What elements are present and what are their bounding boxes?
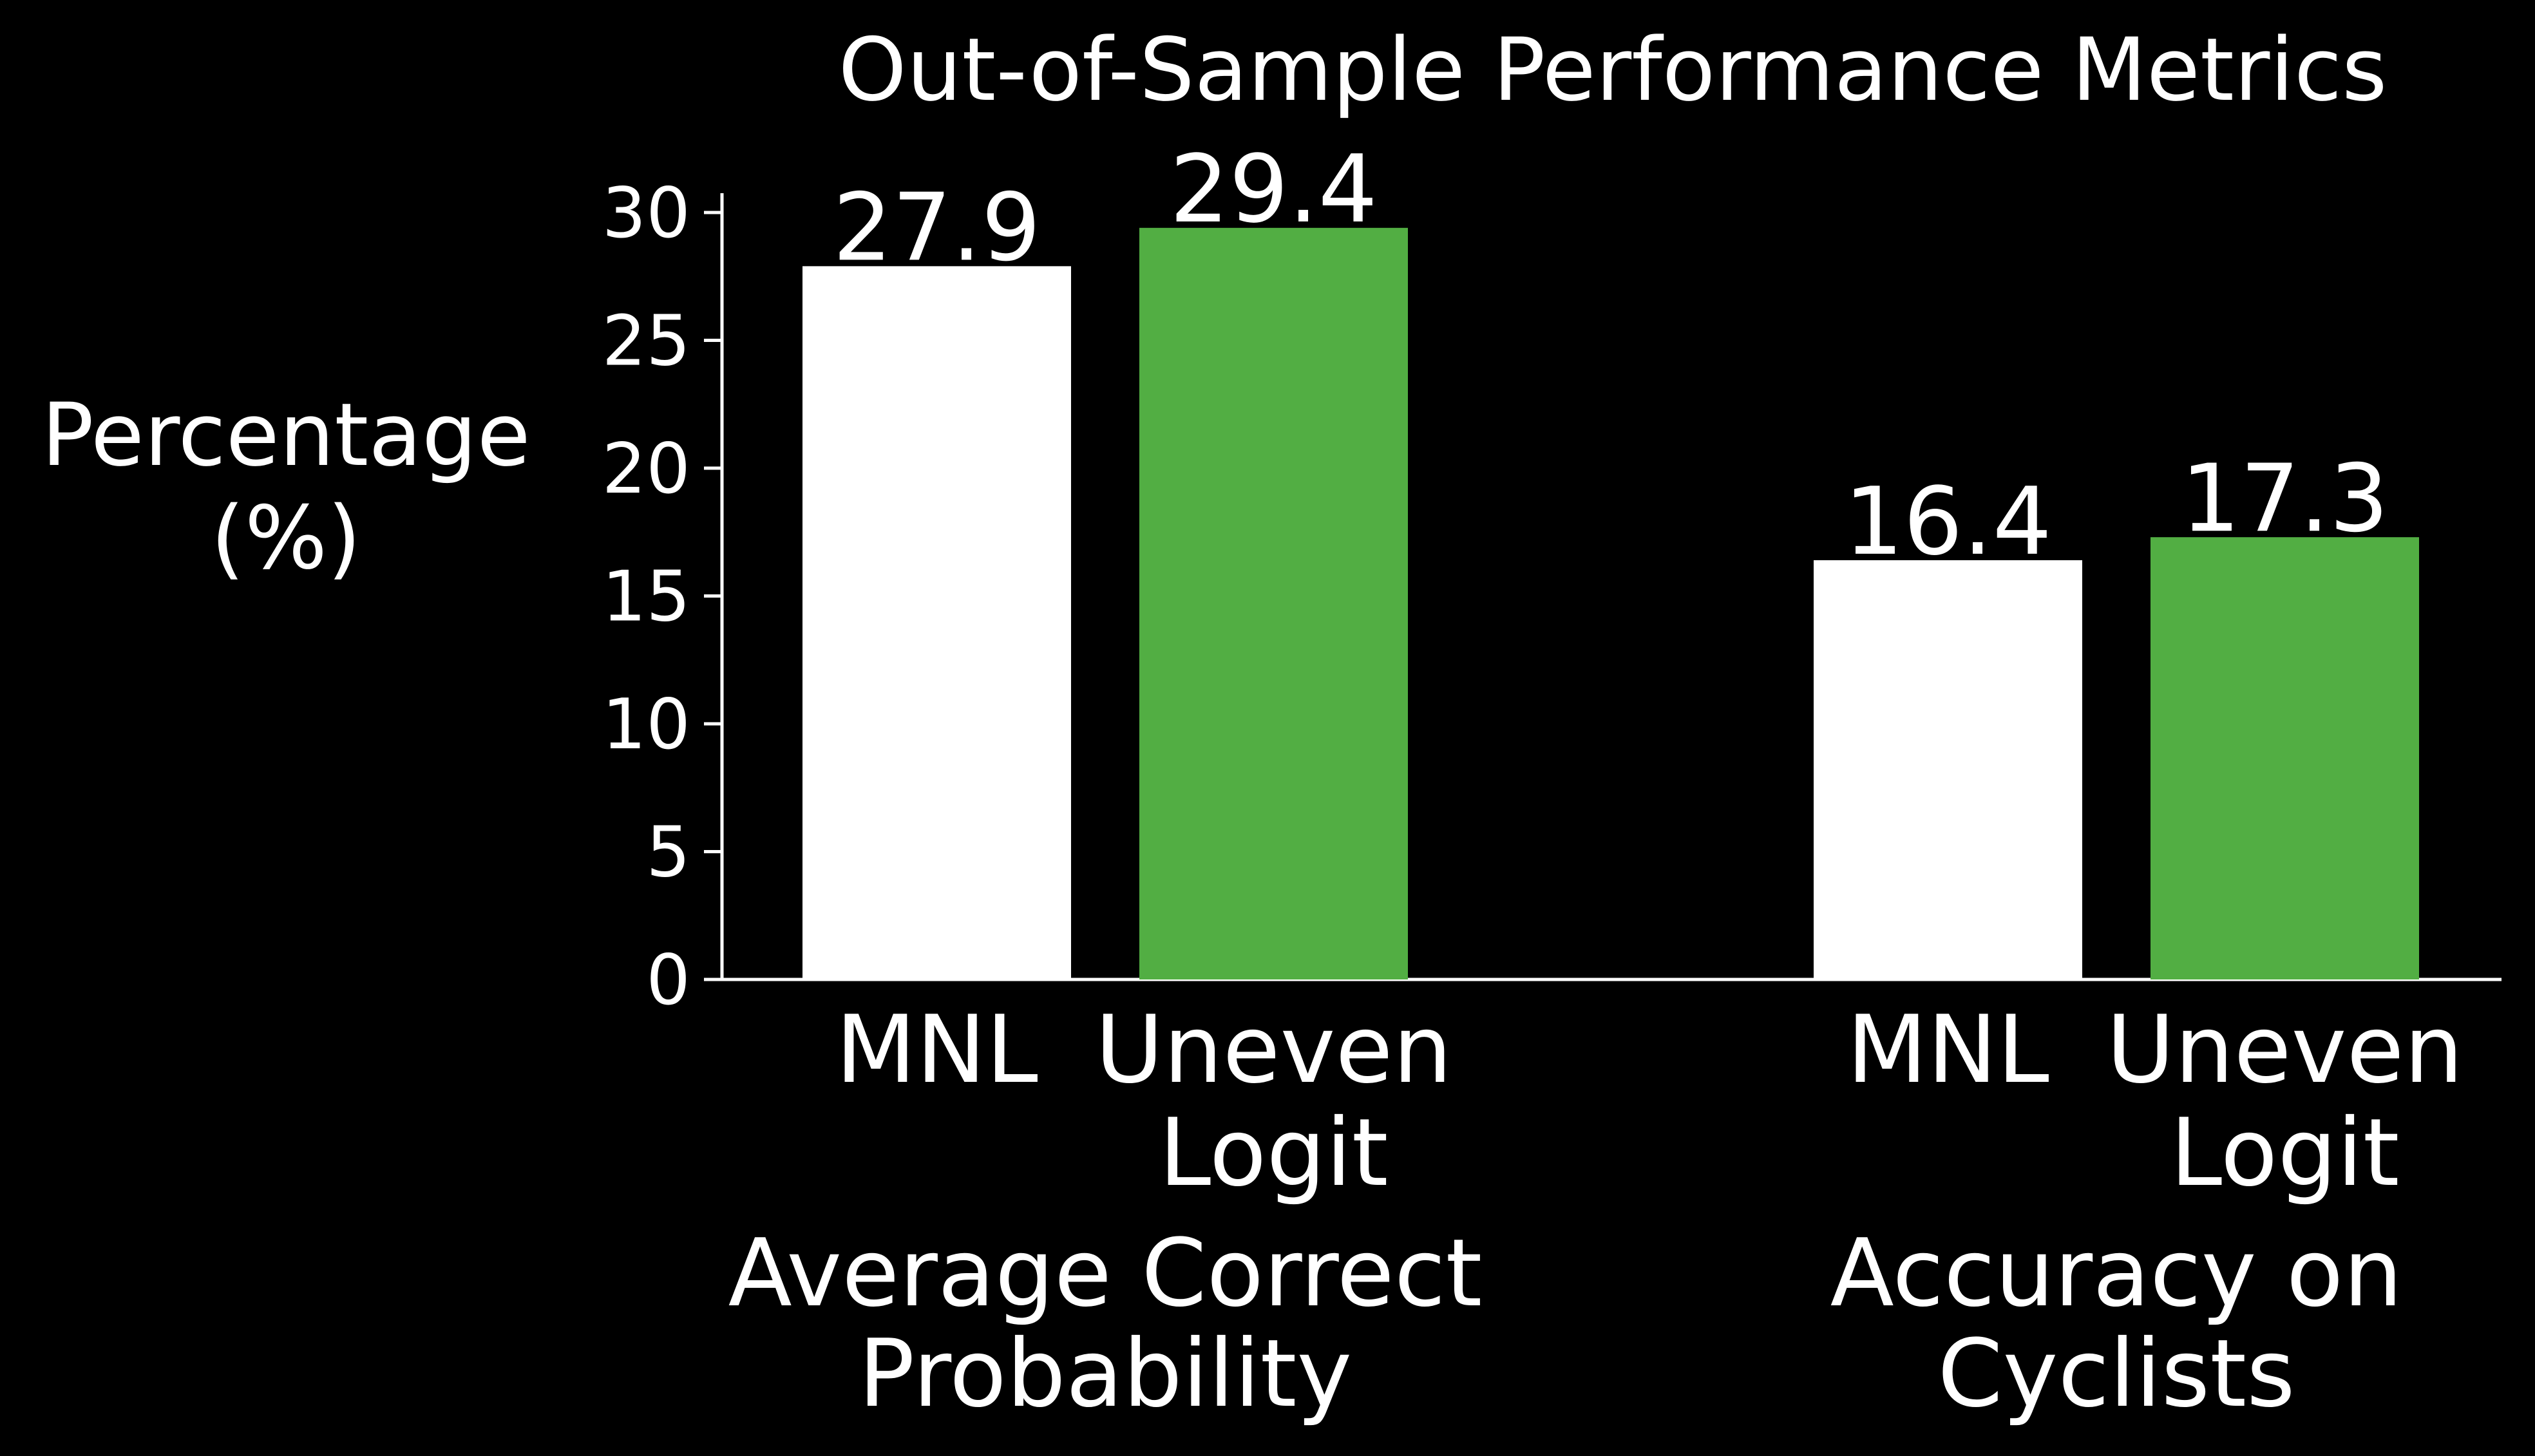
bars: 27.9 29.4 16.4 17.3 — [802, 135, 2419, 979]
bar — [802, 266, 1071, 979]
bar-value-label: 29.4 — [1170, 135, 1378, 244]
y-tick-label: 10 — [602, 685, 690, 765]
x-tick-label: Uneven — [2106, 996, 2463, 1104]
x-tick-label: MNL — [835, 996, 1038, 1104]
bar-value-label: 17.3 — [2181, 444, 2389, 553]
y-tick-label: 5 — [646, 813, 690, 893]
bar — [2150, 537, 2419, 979]
group-label: Probability — [859, 1319, 1353, 1428]
x-tick-label: Uneven — [1095, 996, 1452, 1104]
y-tick-label: 0 — [646, 940, 690, 1021]
bar — [1814, 560, 2082, 979]
group-label: Cyclists — [1937, 1319, 2295, 1428]
y-tick-label: 15 — [602, 557, 690, 638]
group-label: Average Correct — [728, 1219, 1483, 1328]
group-label: Accuracy on — [1830, 1219, 2403, 1328]
bar-value-label: 27.9 — [833, 173, 1041, 282]
x-tick-label: MNL — [1847, 996, 2049, 1104]
y-tick-label: 30 — [602, 173, 690, 254]
x-tick-label: Logit — [2170, 1099, 2399, 1207]
chart-title: Out-of-Sample Performance Metrics — [839, 19, 2388, 120]
y-axis-label-line-2: (%) — [211, 487, 361, 589]
y-ticks: 0 5 10 15 20 25 30 — [602, 173, 722, 1021]
y-tick-label: 20 — [602, 429, 690, 509]
y-tick-label: 25 — [602, 301, 690, 382]
bar-value-label: 16.4 — [1844, 468, 2052, 576]
x-tick-label: Logit — [1159, 1099, 1388, 1207]
y-axis-label-line-1: Percentage — [41, 384, 530, 486]
bar — [1139, 227, 1408, 979]
